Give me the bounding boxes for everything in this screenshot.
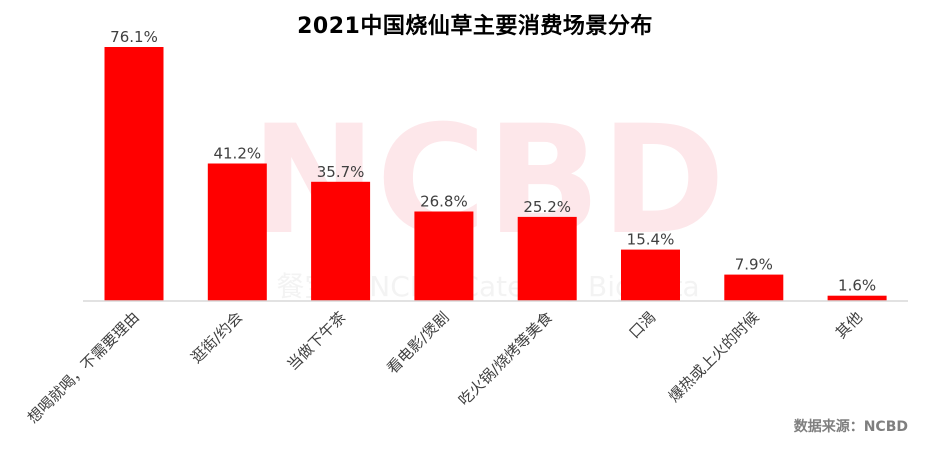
bar-1 (207, 163, 267, 301)
category-labels-group: 想喝就喝，不需要理由 逛街/约会 当做下午茶 看电影/煲剧 吃火锅/烧烤等美食 口渴 爆热或… (24, 308, 866, 427)
bar-6 (724, 274, 784, 301)
value-label-3: 26.8% (420, 193, 468, 211)
category-label-3: 看电影/煲剧 (383, 308, 452, 377)
value-label-6: 7.9% (735, 256, 773, 274)
bar-0 (104, 47, 164, 301)
category-label-1: 逛街/约会 (187, 308, 246, 367)
category-label-5: 口渴 (625, 308, 659, 342)
category-label-6: 爆热或上火的时候 (665, 308, 763, 406)
category-label-4: 吃火锅/烧烤等美食 (455, 308, 556, 409)
value-label-2: 35.7% (317, 163, 365, 181)
category-label-7: 其他 (832, 308, 866, 342)
value-label-5: 15.4% (627, 231, 675, 249)
bar-4 (517, 216, 577, 301)
bar-2 (311, 181, 371, 301)
value-labels-group: 76.1% 41.2% 35.7% 26.8% 25.2% 15.4% 7.9% 1.6% (110, 28, 876, 295)
category-label-2: 当做下午茶 (284, 308, 350, 374)
category-label-0: 想喝就喝，不需要理由 (24, 308, 143, 427)
bar-7 (827, 295, 887, 301)
value-label-4: 25.2% (523, 198, 571, 216)
source-note: 数据来源：NCBD (793, 419, 908, 435)
value-label-0: 76.1% (110, 28, 158, 46)
value-label-1: 41.2% (213, 145, 261, 163)
bars-group (104, 47, 887, 301)
value-label-7: 1.6% (838, 277, 876, 295)
bar-5 (621, 249, 680, 301)
chart-title: 2021中国烧仙草主要消费场景分布 (297, 14, 653, 39)
bar-3 (414, 211, 474, 301)
